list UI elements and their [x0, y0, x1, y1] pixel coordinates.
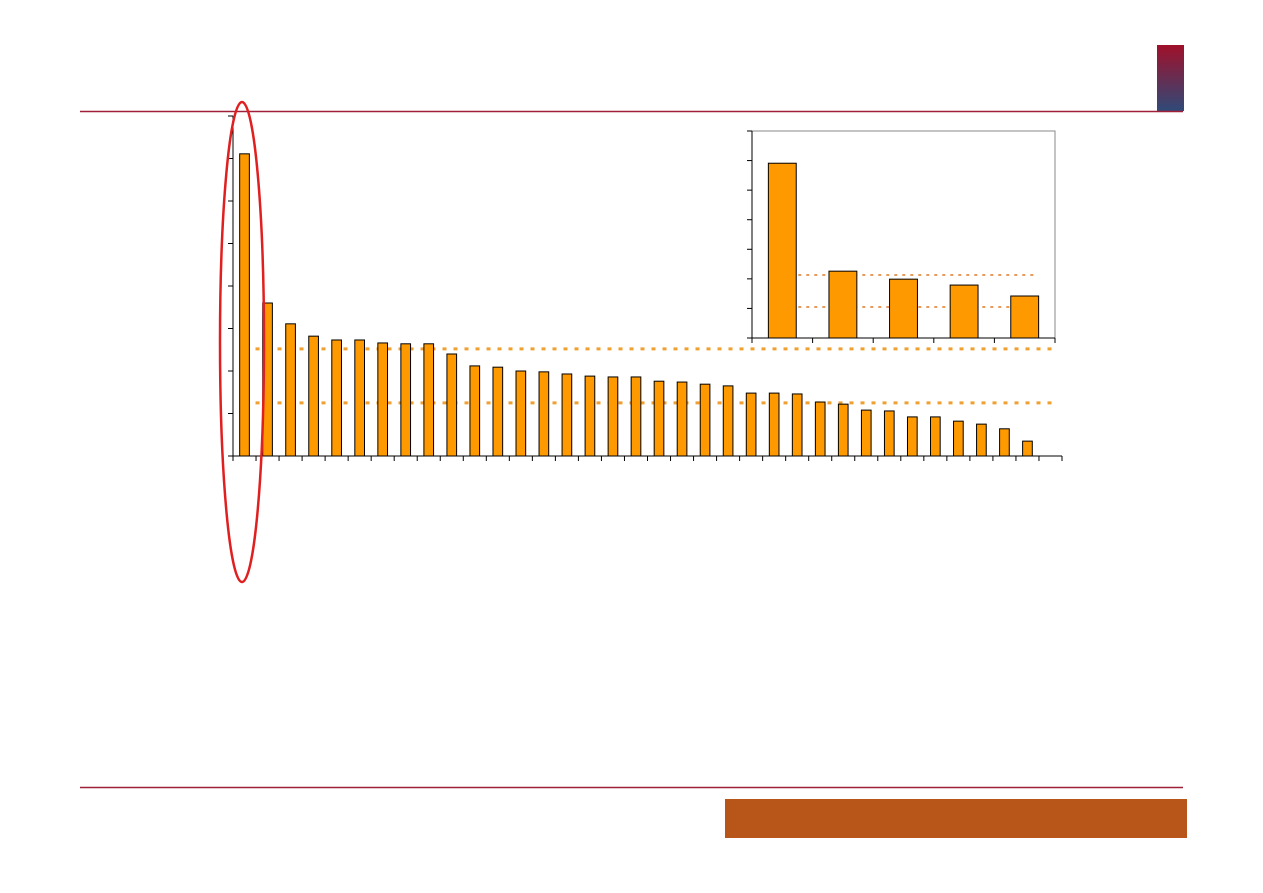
bar: [837, 403, 849, 457]
bar: [953, 420, 964, 457]
bar: [976, 423, 987, 457]
bar: [538, 371, 550, 457]
bar: [767, 162, 797, 339]
bar: [492, 366, 504, 457]
bar: [515, 370, 527, 457]
bar: [377, 342, 389, 457]
bar: [889, 278, 918, 339]
bar: [949, 284, 979, 339]
footer-bar: [725, 799, 1187, 838]
bar: [768, 392, 780, 457]
logo-block: [1157, 45, 1184, 111]
bar: [308, 335, 319, 457]
highlight-ellipse: [218, 100, 266, 584]
bar: [400, 343, 412, 457]
bar: [999, 428, 1010, 457]
bar: [860, 409, 872, 457]
bar: [561, 373, 573, 457]
bar: [285, 323, 296, 457]
bar: [699, 383, 711, 457]
bar: [1022, 440, 1033, 457]
bar: [676, 381, 688, 457]
bar: [883, 410, 895, 457]
bar: [814, 401, 826, 457]
bar: [354, 339, 365, 457]
bar: [745, 392, 757, 457]
bar: [930, 416, 941, 457]
bar: [828, 270, 858, 339]
bar: [630, 376, 642, 457]
bar: [423, 343, 435, 457]
bar: [446, 353, 458, 457]
bar: [791, 393, 803, 457]
bar: [722, 385, 734, 457]
bar: [1010, 295, 1040, 339]
bar: [653, 380, 665, 457]
bar: [607, 376, 619, 457]
bar: [469, 365, 481, 457]
charts: [228, 115, 1063, 461]
bar: [331, 339, 342, 457]
bar: [906, 416, 918, 457]
bar: [239, 153, 250, 457]
bar: [584, 375, 596, 457]
